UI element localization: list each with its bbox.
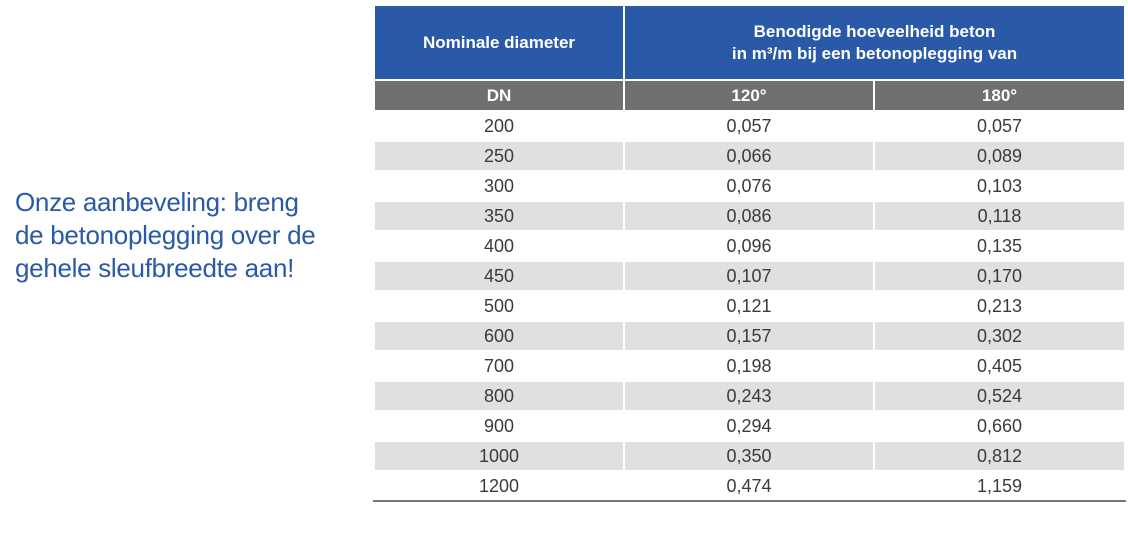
- cell-dn: 700: [373, 350, 625, 382]
- cell-180deg: 1,159: [872, 470, 1127, 502]
- cell-180deg: 0,302: [872, 320, 1127, 352]
- table-row: 350 0,086 0,118: [373, 200, 1127, 232]
- table-row: 900 0,294 0,660: [373, 410, 1127, 442]
- table-row: 300 0,076 0,103: [373, 170, 1127, 202]
- table-row: 500 0,121 0,213: [373, 290, 1127, 322]
- header-concrete-quantity: Benodigde hoeveelheid beton in m³/m bij …: [622, 4, 1127, 81]
- table-row: 450 0,107 0,170: [373, 260, 1127, 292]
- concrete-quantity-table: Nominale diameter Benodigde hoeveelheid …: [373, 4, 1127, 502]
- subheader-dn: DN: [373, 79, 625, 112]
- cell-120deg: 0,157: [623, 320, 875, 352]
- subheader-180deg: 180°: [872, 79, 1127, 112]
- recommendation-note-line: gehele sleufbreedte aan!: [15, 253, 295, 283]
- cell-dn: 1000: [373, 440, 625, 472]
- cell-dn: 900: [373, 410, 625, 442]
- cell-dn: 200: [373, 110, 625, 142]
- cell-120deg: 0,066: [623, 140, 875, 172]
- cell-180deg: 0,089: [872, 140, 1127, 172]
- cell-dn: 800: [373, 380, 625, 412]
- header-nominal-diameter: Nominale diameter: [373, 4, 625, 81]
- cell-120deg: 0,121: [623, 290, 875, 322]
- recommendation-note: Onze aanbeveling: breng de betonopleggin…: [15, 186, 316, 285]
- table-row: 250 0,066 0,089: [373, 140, 1127, 172]
- cell-dn: 600: [373, 320, 625, 352]
- table-row: 200 0,057 0,057: [373, 110, 1127, 142]
- cell-120deg: 0,107: [623, 260, 875, 292]
- table-row: 1200 0,474 1,159: [373, 470, 1127, 502]
- cell-120deg: 0,243: [623, 380, 875, 412]
- cell-dn: 350: [373, 200, 625, 232]
- table-row: 600 0,157 0,302: [373, 320, 1127, 352]
- header-concrete-quantity-line2: in m³/m bij een betonoplegging van: [731, 43, 1018, 63]
- recommendation-note-line: de betonoplegging over de: [15, 220, 316, 250]
- cell-120deg: 0,198: [623, 350, 875, 382]
- subheader-120deg: 120°: [623, 79, 875, 112]
- cell-180deg: 0,213: [872, 290, 1127, 322]
- cell-dn: 250: [373, 140, 625, 172]
- cell-dn: 450: [373, 260, 625, 292]
- header-concrete-quantity-line1: Benodigde hoeveelheid beton: [753, 21, 996, 41]
- cell-dn: 500: [373, 290, 625, 322]
- cell-180deg: 0,405: [872, 350, 1127, 382]
- cell-dn: 1200: [373, 470, 625, 502]
- cell-120deg: 0,057: [623, 110, 875, 142]
- cell-120deg: 0,096: [623, 230, 875, 262]
- cell-120deg: 0,086: [623, 200, 875, 232]
- cell-120deg: 0,350: [623, 440, 875, 472]
- table-header-row: Nominale diameter Benodigde hoeveelheid …: [373, 4, 1127, 81]
- cell-180deg: 0,660: [872, 410, 1127, 442]
- cell-180deg: 0,135: [872, 230, 1127, 262]
- cell-dn: 400: [373, 230, 625, 262]
- table-row: 800 0,243 0,524: [373, 380, 1127, 412]
- cell-180deg: 0,812: [872, 440, 1127, 472]
- cell-180deg: 0,118: [872, 200, 1127, 232]
- cell-180deg: 0,057: [872, 110, 1127, 142]
- cell-120deg: 0,294: [623, 410, 875, 442]
- cell-dn: 300: [373, 170, 625, 202]
- concrete-quantity-table-container: Nominale diameter Benodigde hoeveelheid …: [373, 4, 1127, 502]
- table-row: 700 0,198 0,405: [373, 350, 1127, 382]
- table-row: 400 0,096 0,135: [373, 230, 1127, 262]
- cell-180deg: 0,170: [872, 260, 1127, 292]
- cell-120deg: 0,474: [623, 470, 875, 502]
- table-subheader-row: DN 120° 180°: [373, 79, 1127, 112]
- cell-180deg: 0,524: [872, 380, 1127, 412]
- recommendation-note-line: Onze aanbeveling: breng: [15, 187, 299, 217]
- table-row: 1000 0,350 0,812: [373, 440, 1127, 472]
- cell-120deg: 0,076: [623, 170, 875, 202]
- cell-180deg: 0,103: [872, 170, 1127, 202]
